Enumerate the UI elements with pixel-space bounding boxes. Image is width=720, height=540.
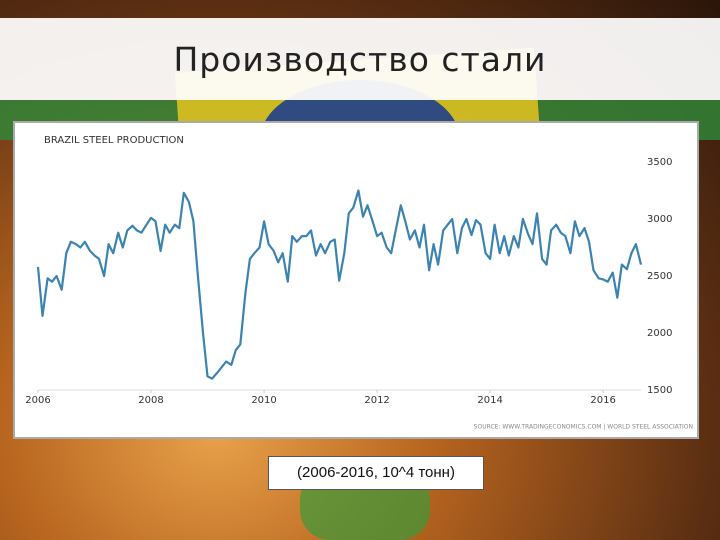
x-tick-label: 2014 [477, 395, 502, 406]
chart-title: BRAZIL STEEL PRODUCTION [44, 135, 184, 146]
x-tick-label: 2010 [251, 395, 276, 406]
x-tick-label: 2016 [590, 395, 615, 406]
x-tick-label: 2006 [25, 395, 50, 406]
title-bar [0, 18, 720, 100]
y-tick-label: 1500 [647, 385, 672, 396]
slide-title: Производство стали [173, 40, 547, 79]
x-tick-label: 2012 [364, 395, 389, 406]
data-line [36, 189, 643, 380]
chart-panel: BRAZIL STEEL PRODUCTION SOURCE: WWW.TRADI… [13, 121, 699, 439]
x-tick-label: 2008 [138, 395, 163, 406]
caption: (2006-2016, 10^4 тонн) [268, 456, 484, 490]
y-tick-label: 3000 [647, 214, 672, 225]
chart: BRAZIL STEEL PRODUCTION SOURCE: WWW.TRADI… [25, 135, 693, 431]
y-tick-label: 2500 [647, 271, 672, 282]
y-tick-label: 2000 [647, 328, 672, 339]
y-tick-label: 3500 [647, 157, 672, 168]
source: SOURCE: WWW.TRADINGECONOMICS.COM | WORLD… [474, 424, 693, 431]
